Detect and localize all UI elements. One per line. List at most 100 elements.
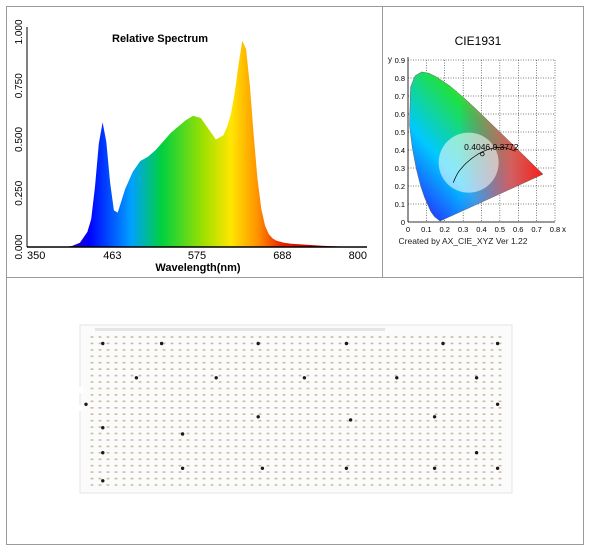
- led-chip: [90, 413, 94, 415]
- led-chip: [466, 458, 470, 461]
- led-chip: [90, 394, 94, 396]
- led-chip: [226, 400, 230, 403]
- led-chip: [434, 400, 438, 403]
- led-chip: [194, 426, 198, 428]
- led-chip: [194, 400, 198, 403]
- cie-x-tick-label: 0.7: [531, 225, 541, 234]
- board-mounting-hole: [260, 466, 265, 470]
- led-chip: [210, 419, 214, 422]
- led-chip: [90, 349, 94, 351]
- led-chip: [202, 484, 206, 486]
- led-chip: [162, 400, 166, 403]
- led-chip: [354, 458, 358, 461]
- led-chip: [338, 342, 342, 345]
- led-chip: [258, 374, 262, 377]
- led-chip: [458, 439, 462, 441]
- led-chip: [338, 464, 342, 467]
- led-chip: [154, 477, 158, 480]
- led-chip: [242, 484, 246, 486]
- led-chip: [410, 452, 414, 454]
- led-chip: [90, 407, 94, 409]
- led-chip: [242, 477, 246, 480]
- led-chip: [498, 374, 502, 377]
- led-chip: [274, 381, 278, 383]
- led-chip: [226, 471, 230, 473]
- led-chip: [146, 432, 150, 435]
- led-chip: [266, 464, 270, 467]
- led-chip: [378, 419, 382, 422]
- led-chip: [394, 484, 398, 486]
- led-chip: [386, 419, 390, 422]
- led-chip: [202, 452, 206, 454]
- led-chip: [146, 407, 150, 409]
- led-chip: [266, 458, 270, 461]
- led-chip: [362, 484, 366, 486]
- led-chip: [146, 426, 150, 428]
- led-chip: [306, 477, 310, 480]
- led-chip: [282, 426, 286, 428]
- led-chip: [402, 445, 406, 448]
- led-chip: [442, 484, 446, 486]
- led-chip: [426, 439, 430, 441]
- led-chip: [114, 381, 118, 383]
- led-chip: [130, 484, 134, 486]
- led-chip: [258, 349, 262, 351]
- led-chip: [178, 458, 182, 461]
- led-chip: [290, 471, 294, 473]
- led-chip: [282, 419, 286, 422]
- led-chip: [346, 445, 350, 448]
- led-chip: [178, 445, 182, 448]
- led-chip: [194, 458, 198, 461]
- led-chip: [138, 368, 142, 370]
- led-chip: [114, 387, 118, 390]
- led-chip: [306, 400, 310, 403]
- led-chip: [162, 458, 166, 461]
- led-chip: [418, 381, 422, 383]
- led-chip: [146, 361, 150, 364]
- led-chip: [178, 349, 182, 351]
- led-chip: [442, 394, 446, 396]
- led-chip: [466, 349, 470, 351]
- led-chip: [194, 419, 198, 422]
- led-chip: [426, 407, 430, 409]
- led-chip: [362, 394, 366, 396]
- led-chip: [282, 407, 286, 409]
- led-chip: [258, 432, 262, 435]
- led-chip: [346, 394, 350, 396]
- led-chip: [122, 387, 126, 390]
- led-chip: [186, 471, 190, 473]
- led-chip: [170, 464, 174, 467]
- cie-x-tick-label: 0.2: [440, 225, 450, 234]
- led-chip: [362, 361, 366, 364]
- led-chip: [162, 439, 166, 441]
- led-chip: [434, 452, 438, 454]
- led-chip: [330, 407, 334, 409]
- led-chip: [370, 477, 374, 480]
- led-chip: [442, 452, 446, 454]
- led-chip: [426, 452, 430, 454]
- led-chip: [498, 387, 502, 390]
- led-chip: [242, 336, 246, 338]
- led-chip: [226, 381, 230, 383]
- led-chip: [306, 387, 310, 390]
- led-chip: [290, 361, 294, 364]
- led-chip: [218, 471, 222, 473]
- led-chip: [186, 477, 190, 480]
- led-chip: [282, 445, 286, 448]
- led-chip: [338, 394, 342, 396]
- led-chip: [170, 394, 174, 396]
- led-chip: [490, 464, 494, 467]
- board-mounting-hole: [395, 376, 399, 380]
- led-chip: [130, 342, 134, 345]
- led-chip: [314, 336, 318, 338]
- led-chip: [322, 471, 326, 473]
- led-chip: [194, 477, 198, 480]
- led-chip: [410, 419, 414, 422]
- led-chip: [90, 361, 94, 364]
- led-chip: [202, 419, 206, 422]
- led-chip: [490, 387, 494, 390]
- led-chip: [194, 464, 198, 467]
- led-chip: [178, 484, 182, 486]
- led-chip: [346, 458, 350, 461]
- led-chip: [466, 432, 470, 435]
